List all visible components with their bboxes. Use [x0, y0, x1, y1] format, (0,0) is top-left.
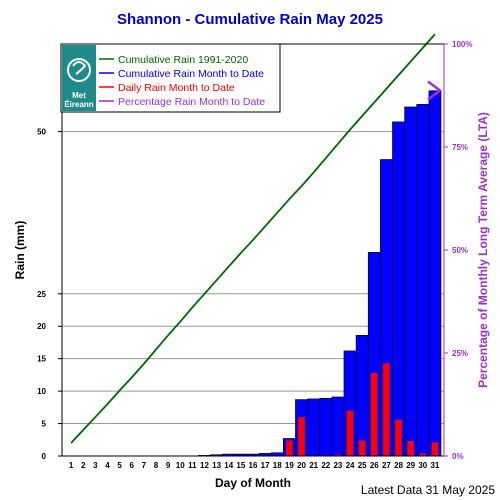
x-tick-label-15: 15 [236, 461, 245, 470]
x-tick-label-12: 12 [200, 461, 209, 470]
cumulative-bar-day-31 [428, 90, 442, 457]
logo-swirl-icon [67, 58, 91, 82]
logo-text-eireann: Éireann [64, 100, 93, 109]
y-tick-label-5: 5 [42, 420, 47, 429]
y2-axis-ticks: 0% 25% 50% 75% 100% [444, 40, 472, 461]
percentage-marker-arrow-icon [427, 80, 443, 101]
y-tick-label-15: 15 [37, 355, 46, 364]
x-tick-label-25: 25 [358, 461, 367, 470]
daily-bar-day-29 [407, 441, 415, 456]
x-axis-title: Day of Month [215, 476, 291, 490]
series-lta-line [70, 33, 436, 444]
x-tick-label-31: 31 [430, 461, 439, 470]
latest-data-note: Latest Data 31 May 2025 [361, 483, 495, 497]
logo-background [62, 45, 96, 111]
x-tick-label-13: 13 [212, 461, 221, 470]
x-tick-label-3: 3 [93, 461, 98, 470]
x-tick-label-6: 6 [129, 461, 134, 470]
x-tick-label-19: 19 [285, 461, 294, 470]
x-tick-label-4: 4 [105, 461, 110, 470]
x-tick-label-20: 20 [297, 461, 306, 470]
logo-swirl-inner-icon [72, 61, 87, 75]
x-tick-label-30: 30 [418, 461, 427, 470]
y-tick-label-25: 25 [37, 290, 46, 299]
daily-bar-day-30 [419, 453, 427, 456]
y-axis-ticks: 0 5 10 15 20 25 50 [37, 128, 62, 461]
y2-tick-label-25: 25% [452, 349, 468, 358]
cumulative-bar-day-22 [319, 397, 333, 457]
x-tick-label-5: 5 [117, 461, 122, 470]
logo-text-met: Met [72, 91, 86, 100]
x-axis-ticks: 1 2 3 4 5 6 7 8 9 10 11 12 13 14 15 16 17 18 19 20 21 22 23 24 2… [69, 461, 440, 470]
y2-tick-label-75: 75% [452, 143, 468, 152]
y-tick-label-0: 0 [42, 452, 47, 461]
x-tick-label-27: 27 [382, 461, 391, 470]
chart-title: Shannon - Cumulative Rain May 2025 [117, 11, 383, 28]
x-tick-label-24: 24 [346, 461, 355, 470]
legend-label-lta: Cumulative Rain 1991-2020 [118, 54, 248, 66]
x-tick-label-2: 2 [81, 461, 86, 470]
percentage-marker [427, 80, 443, 101]
met-eireann-logo: Met Éireann [62, 45, 96, 111]
x-tick-label-23: 23 [333, 461, 342, 470]
x-tick-label-1: 1 [69, 461, 74, 470]
daily-bar-day-26 [370, 372, 378, 456]
series-cumulative-bars [198, 90, 442, 457]
series-daily-bars [201, 363, 439, 456]
x-tick-label-16: 16 [249, 461, 258, 470]
lta-line [70, 33, 436, 444]
daily-bar-day-23 [334, 454, 342, 456]
legend-label-cumulative: Cumulative Rain Month to Date [118, 68, 264, 80]
y-tick-label-50: 50 [37, 128, 46, 137]
daily-bar-day-19 [286, 440, 293, 456]
x-tick-label-26: 26 [370, 461, 379, 470]
y-axis-title: Rain (mm) [13, 221, 27, 280]
x-tick-label-11: 11 [188, 461, 197, 470]
cumulative-bar-day-29 [404, 106, 418, 457]
legend-label-daily: Daily Rain Month to Date [118, 82, 235, 94]
daily-bar-day-24 [346, 410, 354, 456]
x-tick-label-9: 9 [166, 461, 171, 470]
daily-bar-day-28 [395, 419, 402, 456]
y2-axis-title: Percentage of Monthly Long Term Average … [476, 112, 490, 388]
x-tick-label-7: 7 [142, 461, 147, 470]
x-tick-label-29: 29 [406, 461, 415, 470]
daily-bar-day-25 [358, 440, 366, 456]
x-tick-label-10: 10 [176, 461, 185, 470]
y-tick-label-20: 20 [37, 322, 46, 331]
daily-bar-day-31 [431, 442, 439, 456]
x-tick-label-21: 21 [309, 461, 318, 470]
cumulative-bar-day-25 [355, 335, 369, 457]
daily-bar-day-20 [298, 417, 305, 456]
cumulative-bar-day-23 [331, 396, 345, 457]
y2-tick-label-0: 0% [452, 452, 464, 461]
x-tick-label-17: 17 [261, 461, 270, 470]
legend-box [60, 43, 281, 113]
y2-tick-label-100: 100% [452, 40, 472, 49]
x-tick-label-8: 8 [154, 461, 159, 470]
x-tick-label-28: 28 [394, 461, 403, 470]
legend-label-percentage: Percentage Rain Month to Date [118, 96, 265, 108]
x-tick-label-22: 22 [321, 461, 330, 470]
daily-bar-day-27 [383, 363, 390, 456]
y2-tick-label-50: 50% [452, 246, 468, 255]
cumulative-bar-day-30 [416, 104, 430, 457]
x-tick-label-18: 18 [273, 461, 282, 470]
y-tick-label-10: 10 [37, 387, 46, 396]
x-tick-label-14: 14 [224, 461, 233, 470]
cumulative-bar-day-28 [392, 121, 405, 457]
legend: Met Éireann Cumulative Rain 1991-2020 Cu… [60, 43, 281, 113]
cumulative-bar-day-21 [307, 398, 321, 457]
